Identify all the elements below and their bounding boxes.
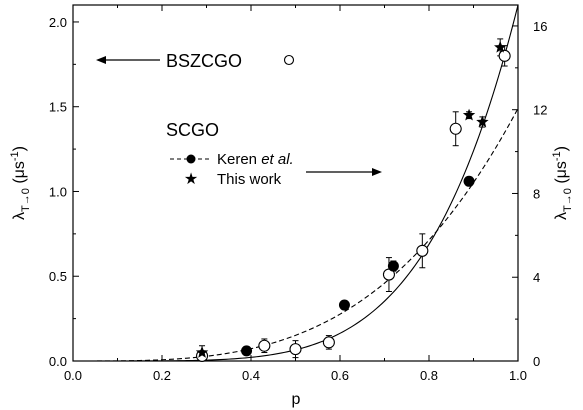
legend-keren-italic: et al. [261,151,294,168]
bszcgo-arrow-head [96,56,106,64]
this-work-arrow-head [372,168,382,176]
data-point-star [462,108,476,121]
data-point-open-circle [322,336,335,349]
ticks-layer: 0.0 0.2 0.4 0.6 0.8 1.0 0.0 0.5 1.0 1.5 2.0 0 4 8 12 16 [49,5,547,383]
x-tick-label: 0.6 [331,368,349,383]
data-point-star [494,40,507,53]
legend-this-work-marker: ★ [184,171,198,188]
data-point-open-circle [498,49,511,62]
bszcgo-annotation: BSZCGO [96,51,295,71]
data-point-open-circle [258,339,271,352]
y-right-symbol: λ [553,212,570,220]
x-tick-label: 0.8 [420,368,438,383]
y-right-tick-label: 0 [533,354,540,369]
y-right-tick-label: 4 [533,270,540,285]
data-point-open-circle [289,343,302,356]
fit-curve-solid [73,4,519,362]
y-left-symbol: λ [11,212,28,220]
y-left-tick-label: 0.5 [49,269,67,284]
data-point-filled-circle [387,260,399,272]
x-tick-label: 0.4 [242,368,260,383]
x-tick-label: 0.2 [153,368,171,383]
data-point-star [476,115,489,128]
y-left-unit-exp: -1 [9,151,21,161]
legend: Keren et al. ★ This work [170,151,382,188]
y-axis-right-title: λT→0 (μs-1) [551,146,574,220]
y-right-unit-suffix: ) [553,146,570,151]
fits-layer [73,4,519,362]
legend-keren-label: Keren et al. [217,151,294,168]
data-point-filled-circle [241,345,253,357]
y-right-tick-label: 12 [533,103,547,118]
data-point-open-circle [416,244,429,257]
plot-frame [72,4,519,362]
y-right-tick-label: 8 [533,186,540,201]
fit-curve-dashed [73,108,519,362]
bszcgo-marker-sample [283,54,295,66]
y-left-unit-suffix: ) [11,146,28,151]
legend-keren-marker [186,154,196,164]
y-left-unit-prefix: (μs [11,161,28,188]
y-left-tick-label: 1.5 [49,100,67,115]
x-tick-label: 1.0 [509,368,527,383]
y-right-unit-prefix: (μs [553,161,570,188]
scgo-label: SCGO [166,120,219,140]
y-right-unit-exp: -1 [551,151,563,161]
points-layer [195,40,511,362]
y-right-tick-label: 16 [533,19,547,34]
x-axis-title: p [292,391,301,408]
y-left-tick-label: 1.0 [49,184,67,199]
y-left-subscript: T→0 [20,188,32,212]
data-point-open-circle [449,122,462,135]
data-point-star [195,346,209,358]
data-point-filled-circle [338,299,350,311]
legend-keren-prefix: Keren [217,151,261,168]
y-axis-left-title: λT→0 (μs-1) [9,146,32,220]
y-left-tick-label: 2.0 [49,15,67,30]
y-left-tick-label: 0.0 [49,354,67,369]
bszcgo-label: BSZCGO [166,51,242,71]
y-right-subscript: T→0 [562,188,574,212]
x-tick-label: 0.0 [64,368,82,383]
legend-this-work-label: This work [217,171,282,188]
data-point-filled-circle [463,175,475,187]
